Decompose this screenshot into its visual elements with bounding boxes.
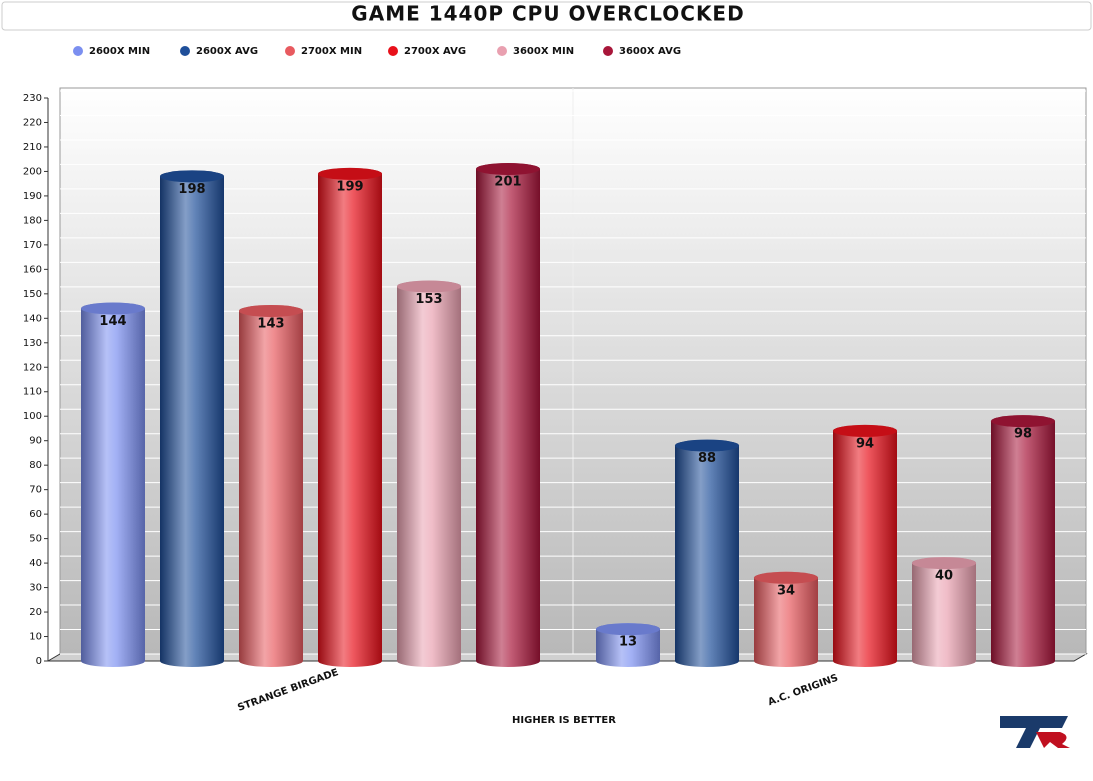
legend-label: 2700X MIN xyxy=(301,46,362,57)
bar-cap xyxy=(239,304,303,317)
bar xyxy=(318,167,382,667)
y-tick-label: 90 xyxy=(29,436,42,447)
y-tick-label: 80 xyxy=(29,460,42,471)
x-tick-label: STRANGE BIRGADE xyxy=(236,667,340,714)
y-tick-label: 190 xyxy=(23,191,42,202)
legend-marker xyxy=(73,46,83,56)
bar xyxy=(81,302,145,667)
value-label: 198 xyxy=(178,182,205,197)
bar xyxy=(912,557,976,667)
y-tick-label: 220 xyxy=(23,117,42,128)
bar xyxy=(991,415,1055,667)
title-box xyxy=(1,1,1092,31)
bar-cap xyxy=(160,170,224,183)
bar-cap xyxy=(397,280,461,293)
y-tick-label: 70 xyxy=(29,485,42,496)
value-label: 98 xyxy=(1014,427,1032,442)
bar-cap xyxy=(675,439,739,452)
value-label: 144 xyxy=(99,314,126,329)
value-label: 94 xyxy=(856,436,874,451)
logo-shape xyxy=(1036,732,1070,748)
legend-label: 2600X MIN xyxy=(89,46,150,57)
legend-marker xyxy=(603,46,613,56)
chart-title: GAME 1440P CPU OVERCLOCKED xyxy=(351,2,744,26)
legend-marker xyxy=(497,46,507,56)
y-tick-label: 200 xyxy=(23,166,42,177)
bar xyxy=(833,424,897,667)
value-label: 143 xyxy=(257,316,284,331)
logo-shape xyxy=(1000,716,1068,748)
bar-cap xyxy=(476,162,540,175)
legend-marker xyxy=(388,46,398,56)
bar xyxy=(754,571,818,667)
legend-label: 3600X AVG xyxy=(619,46,681,57)
value-label: 153 xyxy=(415,292,442,307)
bar-cap xyxy=(81,302,145,315)
y-tick-label: 50 xyxy=(29,534,42,545)
value-label: 40 xyxy=(935,569,953,584)
bar-cap xyxy=(833,424,897,437)
y-tick-label: 10 xyxy=(29,632,42,643)
y-tick-label: 140 xyxy=(23,313,42,324)
y-tick-label: 0 xyxy=(36,656,42,667)
y-tick-label: 20 xyxy=(29,607,42,618)
legend-label: 3600X MIN xyxy=(513,46,574,57)
bar-cap xyxy=(318,167,382,180)
x-axis-title: HIGHER IS BETTER xyxy=(512,715,616,726)
legend-label: 2600X AVG xyxy=(196,46,258,57)
x-tick-label: A.C. ORIGINS xyxy=(767,673,840,709)
legend-label: 2700X AVG xyxy=(404,46,466,57)
y-tick-label: 170 xyxy=(23,240,42,251)
bar-cap xyxy=(596,623,660,636)
y-tick-label: 130 xyxy=(23,338,42,349)
y-tick-label: 60 xyxy=(29,509,42,520)
bar xyxy=(476,162,540,667)
legend-marker xyxy=(285,46,295,56)
legend-marker xyxy=(180,46,190,56)
y-tick-label: 210 xyxy=(23,142,42,153)
bar-cap xyxy=(991,415,1055,428)
y-tick-label: 230 xyxy=(23,93,42,104)
y-tick-label: 150 xyxy=(23,289,42,300)
bar xyxy=(160,170,224,667)
y-tick-label: 160 xyxy=(23,264,42,275)
bar-cap xyxy=(754,571,818,584)
value-label: 34 xyxy=(777,583,795,598)
bar xyxy=(397,280,461,667)
y-tick-label: 110 xyxy=(23,387,42,398)
y-tick-label: 180 xyxy=(23,215,42,226)
logo xyxy=(1000,716,1070,748)
y-tick-label: 100 xyxy=(23,411,42,422)
value-label: 88 xyxy=(698,451,716,466)
y-tick-label: 120 xyxy=(23,362,42,373)
bar-cap xyxy=(912,557,976,570)
value-label: 13 xyxy=(619,635,637,650)
bar xyxy=(675,439,739,667)
bar xyxy=(239,304,303,667)
y-tick-label: 40 xyxy=(29,558,42,569)
y-tick-label: 30 xyxy=(29,583,42,594)
value-label: 199 xyxy=(336,179,363,194)
value-label: 201 xyxy=(494,174,521,189)
